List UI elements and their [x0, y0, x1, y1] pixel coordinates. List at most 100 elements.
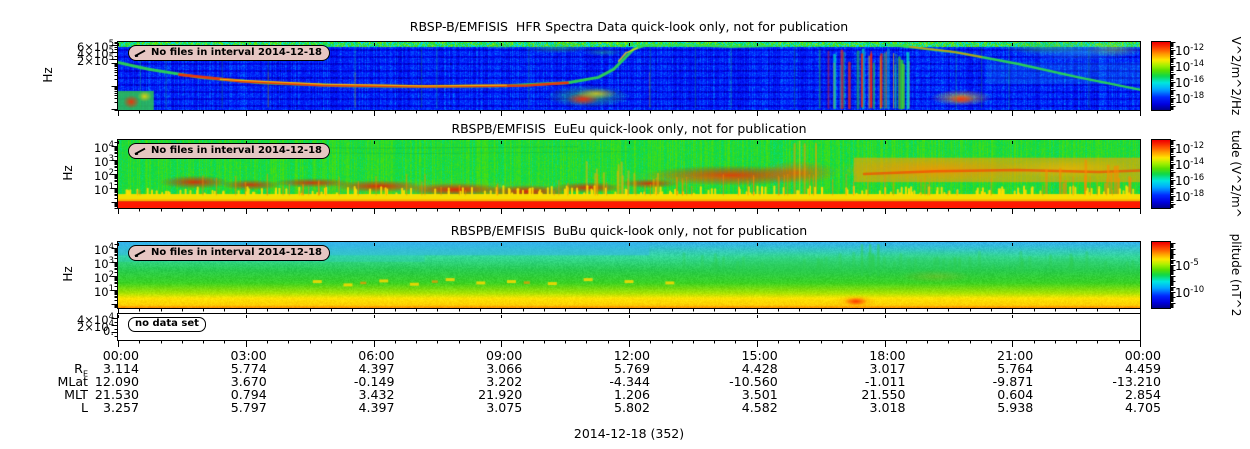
- ephemeris-column: 00:00 4.459 -13.210 2.854 4.705: [1061, 349, 1161, 414]
- ephemeris-column: 00:00 3.114 12.090 21.530 3.257: [39, 349, 139, 414]
- ephemeris-value: 5.774: [230, 361, 267, 376]
- panel-title-hfr: RBSP-B/EMFISIS HFR Spectra Data quick-lo…: [409, 19, 849, 34]
- ephemeris-value: 3.432: [358, 387, 395, 402]
- ephemeris-column: 03:00 5.774 3.670 0.794 5.797: [167, 348, 267, 415]
- time-tick-label: 03:00: [230, 348, 267, 363]
- y-tick-label: 102: [93, 168, 114, 183]
- ephemeris-value: -4.344: [609, 374, 650, 389]
- colorbar-tick-label: 10-12: [1175, 43, 1205, 58]
- no-files-badge-eueu: No files in interval 2014-12-18: [128, 143, 330, 159]
- ephemeris-value: 4.397: [358, 400, 395, 415]
- colorbar-tick-label: 10-14: [1175, 157, 1205, 172]
- ephemeris-value: 5.764: [997, 361, 1034, 376]
- ephemeris-value: 3.066: [486, 361, 523, 376]
- y-tick-label: 101: [93, 284, 114, 299]
- ephemeris-value: 4.582: [741, 400, 778, 415]
- ephemeris-value: -10.560: [729, 374, 778, 389]
- ephemeris-column: 21:00 5.764 -9.871 0.604 5.938: [933, 348, 1034, 414]
- time-tick-label: 21:00: [996, 348, 1034, 363]
- ephemeris-value: -1.011: [864, 374, 906, 389]
- ephemeris-value: -0.149: [353, 374, 395, 389]
- time-tick-label: 06:00: [358, 348, 395, 363]
- colorbar-tick-label: 10-12: [1175, 141, 1205, 156]
- ephemeris-value: 5.797: [230, 400, 267, 415]
- colorbar-bubu: [1152, 242, 1170, 308]
- ephemeris-value: 21.550: [861, 387, 906, 402]
- time-tick-label: 00:00: [1124, 348, 1161, 363]
- ephemeris-column: 06:00 4.397 -0.149 3.432 4.397: [295, 349, 395, 414]
- time-tick-label: 12:00: [613, 348, 650, 363]
- ephemeris-row-labels: RE MLat MLT L: [0, 362, 88, 414]
- pencil-icon: [134, 147, 146, 155]
- pencil-icon: [134, 49, 146, 57]
- ephemeris-value: 1.206: [613, 387, 650, 402]
- no-files-badge-bubu: No files in interval 2014-12-18: [128, 245, 330, 261]
- ephemeris-value: 0.604: [997, 387, 1034, 402]
- time-tick-label: 00:00: [102, 348, 139, 363]
- no-files-badge-label: No files in interval 2014-12-18: [151, 247, 322, 258]
- colorbar-tick-label: 10-16: [1175, 75, 1205, 90]
- no-files-badge-label: No files in interval 2014-12-18: [151, 145, 322, 156]
- colorbar-unit-bubu: plitude (nT^2: [1229, 233, 1243, 317]
- y-tick-label: 101: [93, 182, 114, 197]
- panel-title-bubu: RBSPB/EMFISIS BuBu quick-look only, not …: [450, 223, 808, 238]
- ephemeris-value: 3.501: [741, 387, 778, 402]
- y-tick-label: 103: [93, 256, 114, 271]
- no-files-badge-label: No files in interval 2014-12-18: [151, 47, 322, 58]
- x-axis-date-label: 2014-12-18 (352): [573, 426, 685, 441]
- ephemeris-value: -9.871: [992, 374, 1034, 389]
- ephemeris-value: 4.428: [741, 361, 778, 376]
- y-tick-label: 6×105: [76, 39, 114, 54]
- colorbar-tick-label: 10-10: [1175, 285, 1205, 300]
- y-tick-label: 102: [93, 270, 114, 285]
- no-data-set-badge: no data set: [128, 317, 206, 332]
- ephemeris-row-label: MLat: [57, 374, 88, 389]
- ephemeris-value: -13.210: [1112, 374, 1161, 389]
- no-files-badge-hfr: No files in interval 2014-12-18: [128, 45, 330, 61]
- colorbar-eueu: [1152, 140, 1170, 208]
- ephemeris-value: 21.530: [94, 387, 139, 402]
- ephemeris-value: 21.920: [478, 387, 523, 402]
- colorbar-tick-label: 10-5: [1175, 258, 1199, 273]
- y-tick-label: 2×104: [76, 319, 114, 334]
- ephemeris-value: 2.854: [1124, 387, 1161, 402]
- ephemeris-value: 3.018: [869, 400, 906, 415]
- time-tick-label: 18:00: [869, 348, 906, 363]
- colorbar-tick-label: 10-16: [1175, 173, 1205, 188]
- ephemeris-value: 3.202: [486, 374, 523, 389]
- ephemeris-value: 0.794: [230, 387, 267, 402]
- colorbar-tick-label: 10-14: [1175, 59, 1205, 74]
- y-tick-label: 2×105: [76, 53, 114, 68]
- ephemeris-column: 18:00 3.017 -1.011 21.550 3.018: [806, 348, 906, 415]
- ephemeris-row-label: MLT: [64, 387, 88, 402]
- y-tick-label: 104: [93, 140, 114, 155]
- ephemeris-value: 3.017: [869, 361, 906, 376]
- ephemeris-value: 5.802: [613, 400, 650, 415]
- ephemeris-value: 3.114: [102, 361, 139, 376]
- colorbar-hfr: [1152, 42, 1170, 110]
- time-tick-label: 09:00: [485, 348, 523, 363]
- colorbar-unit-eueu: tude (V^2/m^: [1229, 130, 1243, 218]
- ephemeris-row-label: RE: [74, 361, 88, 379]
- ephemeris-value: 4.459: [1124, 361, 1161, 376]
- y-tick-label: 4×105: [76, 46, 114, 61]
- ephemeris-value: 3.075: [486, 400, 523, 415]
- ephemeris-column: 12:00 5.769 -4.344 1.206 5.802: [550, 349, 650, 414]
- colorbar-unit-hfr: V^2/m^2/Hz: [1229, 36, 1243, 116]
- ephemeris-column: 09:00 3.066 3.202 21.920 3.075: [422, 349, 522, 414]
- ephemeris-value: 3.670: [230, 374, 267, 389]
- y-tick-label: 4×104: [76, 312, 114, 327]
- y-tick-label: 0.: [103, 324, 114, 338]
- colorbar-tick-label: 10-18: [1175, 189, 1205, 204]
- panel-title-eueu: RBSPB/EMFISIS EuEu quick-look only, not …: [451, 121, 807, 136]
- ephemeris-value: 12.090: [94, 374, 139, 389]
- pencil-icon: [134, 249, 146, 257]
- ephemeris-row-label: L: [80, 400, 88, 415]
- ephemeris-value: 3.257: [102, 400, 139, 415]
- colorbar-tick-label: 10-18: [1175, 91, 1205, 106]
- y-tick-label: 104: [93, 242, 114, 257]
- ephemeris-value: 5.769: [613, 361, 650, 376]
- ephemeris-value: 4.397: [358, 361, 395, 376]
- time-tick-label: 15:00: [741, 348, 778, 363]
